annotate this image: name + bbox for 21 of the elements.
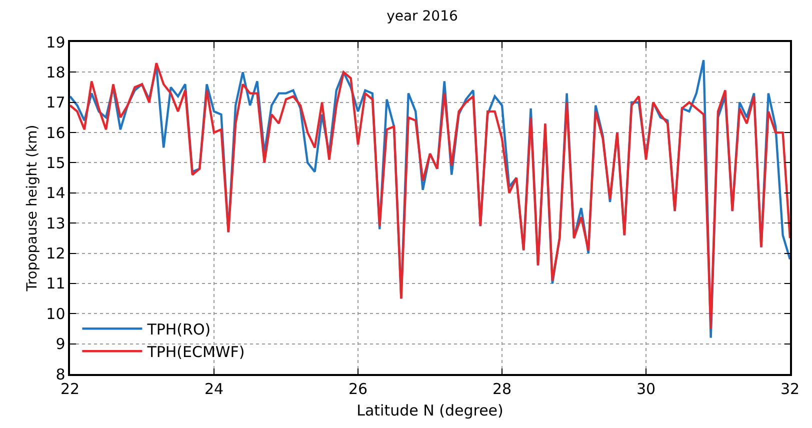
y-tick-label: 14 [46,184,66,202]
legend-label: TPH(ECMWF) [146,342,245,361]
y-tick-label: 11 [46,274,66,293]
x-tick-label: 28 [492,380,512,398]
y-tick-label: 19 [46,33,66,52]
x-tick-label: 32 [780,380,800,398]
legend-label: TPH(RO) [146,320,211,338]
x-axis-title: Latitude N (degree) [356,401,504,420]
y-tick-label: 16 [46,124,66,142]
y-tick-label: 12 [46,244,66,263]
y-axis-title: Tropopause height (km) [24,124,40,292]
y-tick-label: 17 [46,94,66,112]
x-tick-label: 26 [348,380,368,398]
y-tick-label: 15 [46,154,66,172]
y-tick-label: 13 [46,214,66,232]
chart-title: year 2016 [386,8,458,24]
x-tick-label: 30 [636,380,656,398]
y-tick-label: 18 [46,63,66,82]
y-tick-label: 10 [46,304,66,323]
y-tick-label: 9 [56,335,66,354]
x-tick-label: 24 [204,380,224,398]
